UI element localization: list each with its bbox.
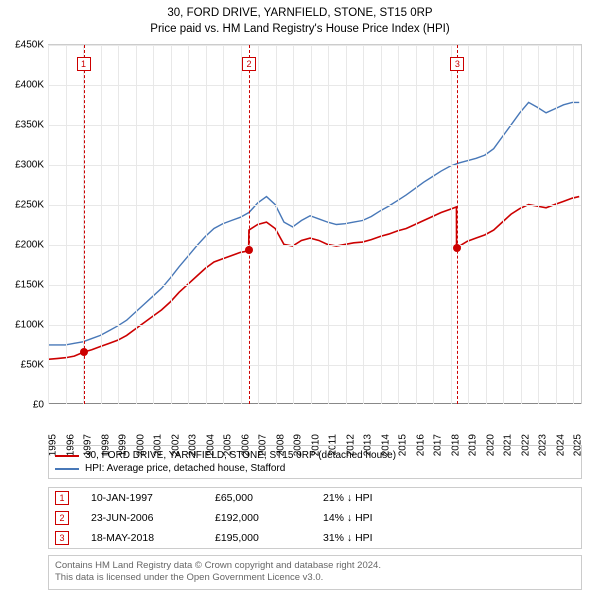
transaction-diff: 21% ↓ HPI (313, 492, 575, 504)
transaction-row: 2 23-JUN-2006 £192,000 14% ↓ HPI (49, 508, 581, 528)
gridline-v (503, 45, 504, 404)
transaction-number: 1 (55, 491, 69, 505)
legend-swatch (55, 468, 79, 470)
y-tick-label: £300K (15, 160, 48, 171)
gridline-v (328, 45, 329, 404)
gridline-h (48, 285, 581, 286)
transaction-date: 23-JUN-2006 (77, 512, 197, 524)
gridline-v (451, 45, 452, 404)
gridline-v (398, 45, 399, 404)
gridline-v (538, 45, 539, 404)
chart-legend: 30, FORD DRIVE, YARNFIELD, STONE, ST15 0… (48, 445, 582, 479)
event-number-box: 2 (242, 57, 256, 71)
gridline-v (153, 45, 154, 404)
chart-plot-area: £0£50K£100K£150K£200K£250K£300K£350K£400… (48, 44, 582, 404)
gridline-v (556, 45, 557, 404)
transaction-number: 2 (55, 511, 69, 525)
y-tick-label: £200K (15, 240, 48, 251)
chart-title-line1: 30, FORD DRIVE, YARNFIELD, STONE, ST15 0… (0, 6, 600, 22)
gridline-v (416, 45, 417, 404)
series-property (48, 197, 579, 360)
gridline-v (573, 45, 574, 404)
gridline-h (48, 125, 581, 126)
gridline-v (311, 45, 312, 404)
transaction-price: £195,000 (205, 532, 305, 544)
y-tick-label: £350K (15, 120, 48, 131)
gridline-h (48, 45, 581, 46)
gridline-h (48, 205, 581, 206)
chart-footnote: Contains HM Land Registry data © Crown c… (48, 555, 582, 590)
event-vline (457, 45, 458, 404)
chart-container: 30, FORD DRIVE, YARNFIELD, STONE, ST15 0… (0, 0, 600, 590)
legend-label: HPI: Average price, detached house, Staf… (85, 463, 285, 474)
transaction-diff: 31% ↓ HPI (313, 532, 575, 544)
event-vline (249, 45, 250, 404)
transaction-table: 1 10-JAN-1997 £65,000 21% ↓ HPI 2 23-JUN-2006… (48, 487, 582, 549)
gridline-v (521, 45, 522, 404)
transaction-row: 3 18-MAY-2018 £195,000 31% ↓ HPI (49, 528, 581, 548)
gridline-v (293, 45, 294, 404)
event-marker-dot (80, 348, 88, 356)
gridline-v (363, 45, 364, 404)
y-tick-label: £250K (15, 200, 48, 211)
transaction-price: £192,000 (205, 512, 305, 524)
chart-title-block: 30, FORD DRIVE, YARNFIELD, STONE, ST15 0… (0, 0, 600, 37)
transaction-row: 1 10-JAN-1997 £65,000 21% ↓ HPI (49, 488, 581, 508)
gridline-h (48, 85, 581, 86)
gridline-v (118, 45, 119, 404)
gridline-v (66, 45, 67, 404)
legend-label: 30, FORD DRIVE, YARNFIELD, STONE, ST15 0… (85, 450, 396, 461)
gridline-v (206, 45, 207, 404)
transaction-price: £65,000 (205, 492, 305, 504)
legend-row: HPI: Average price, detached house, Staf… (55, 462, 575, 475)
gridline-v (241, 45, 242, 404)
footnote-line2: This data is licensed under the Open Gov… (55, 572, 575, 584)
gridline-h (48, 365, 581, 366)
y-tick-label: £0 (33, 400, 48, 411)
y-tick-label: £50K (21, 360, 48, 371)
y-tick-label: £400K (15, 80, 48, 91)
legend-row: 30, FORD DRIVE, YARNFIELD, STONE, ST15 0… (55, 449, 575, 462)
gridline-h (48, 165, 581, 166)
gridline-v (171, 45, 172, 404)
transaction-number: 3 (55, 531, 69, 545)
gridline-v (468, 45, 469, 404)
gridline-v (258, 45, 259, 404)
event-marker-dot (453, 244, 461, 252)
chart-series-svg (48, 45, 581, 404)
transaction-date: 18-MAY-2018 (77, 532, 197, 544)
gridline-h (48, 325, 581, 326)
transaction-diff: 14% ↓ HPI (313, 512, 575, 524)
legend-swatch (55, 455, 79, 457)
gridline-h (48, 245, 581, 246)
gridline-v (486, 45, 487, 404)
transaction-date: 10-JAN-1997 (77, 492, 197, 504)
chart-title-line2: Price paid vs. HM Land Registry's House … (0, 22, 600, 38)
gridline-v (223, 45, 224, 404)
gridline-v (48, 45, 49, 404)
y-tick-label: £150K (15, 280, 48, 291)
gridline-v (381, 45, 382, 404)
y-tick-label: £450K (15, 40, 48, 51)
event-number-box: 1 (77, 57, 91, 71)
gridline-v (346, 45, 347, 404)
gridline-v (276, 45, 277, 404)
y-tick-label: £100K (15, 320, 48, 331)
gridline-v (433, 45, 434, 404)
event-marker-dot (245, 246, 253, 254)
footnote-line1: Contains HM Land Registry data © Crown c… (55, 560, 575, 572)
gridline-v (136, 45, 137, 404)
gridline-v (188, 45, 189, 404)
gridline-v (101, 45, 102, 404)
event-number-box: 3 (450, 57, 464, 71)
